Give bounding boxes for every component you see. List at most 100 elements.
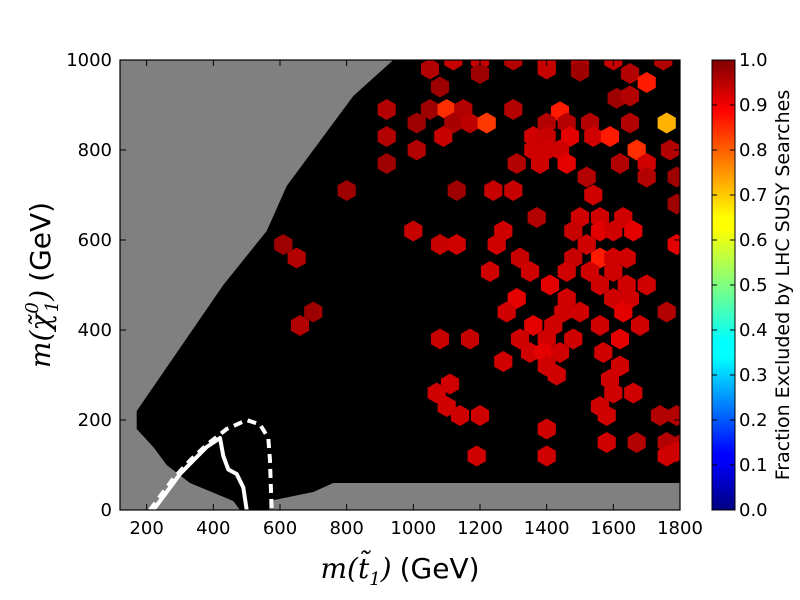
colorbar-tick-label: 0.4 bbox=[739, 320, 768, 341]
plot-content bbox=[136, 60, 680, 510]
hex-cell bbox=[497, 301, 516, 323]
hex-cell bbox=[620, 112, 640, 134]
hex-cell bbox=[610, 328, 630, 350]
hex-cell bbox=[654, 60, 673, 71]
hex-cell bbox=[610, 153, 630, 174]
y-tick-label: 600 bbox=[78, 230, 112, 251]
x-tick-label: 200 bbox=[129, 518, 163, 539]
colorbar-label: Fraction Excluded by LHC SUSY Searches bbox=[772, 90, 794, 480]
hex-cell bbox=[537, 60, 556, 80]
hex-cell bbox=[494, 351, 513, 372]
hex-cell bbox=[430, 328, 450, 350]
hex-cell bbox=[580, 261, 600, 282]
colorbar-tick-label: 0.8 bbox=[739, 140, 768, 161]
x-ticks: 200 400 600 800 1000 1200 1400 1600 1800 bbox=[129, 60, 703, 539]
hex-cell bbox=[487, 234, 506, 255]
hex-cell bbox=[537, 126, 556, 147]
hex-cell bbox=[554, 301, 573, 323]
y-tick-label: 400 bbox=[78, 320, 112, 341]
filled-region bbox=[136, 60, 680, 510]
hex-cell bbox=[570, 60, 590, 82]
hex-cell bbox=[667, 441, 680, 462]
hex-cell bbox=[637, 153, 656, 174]
x-tick-label: 1200 bbox=[457, 518, 503, 539]
colorbar-tick-label: 0.3 bbox=[739, 365, 768, 386]
colorbar-tick-label: 0.9 bbox=[739, 95, 768, 116]
hex-cell bbox=[590, 274, 610, 296]
hex-cell bbox=[557, 261, 576, 282]
x-tick-label: 1400 bbox=[524, 518, 570, 539]
axes-frame bbox=[119, 59, 681, 511]
colorbar-tick-label: 0.0 bbox=[739, 500, 768, 521]
hex-cell bbox=[597, 432, 616, 453]
colorbar-tick-label: 0.2 bbox=[739, 410, 768, 431]
hex-cell bbox=[377, 126, 396, 147]
hex-cell bbox=[597, 405, 616, 426]
hex-cell bbox=[614, 207, 633, 228]
y-tick-label: 800 bbox=[78, 140, 112, 161]
hex-cell bbox=[434, 126, 453, 147]
hex-cell bbox=[660, 139, 680, 161]
hex-cell bbox=[577, 166, 596, 188]
hex-cell bbox=[584, 184, 603, 206]
hex-cell bbox=[667, 193, 680, 215]
dashed-contour bbox=[148, 418, 274, 510]
hex-cell bbox=[537, 112, 556, 134]
x-tick-label: 1000 bbox=[390, 518, 436, 539]
hex-cell bbox=[667, 405, 680, 426]
hex-cell bbox=[407, 139, 426, 161]
x-tick-label: 600 bbox=[263, 518, 297, 539]
hex-cell bbox=[624, 220, 643, 242]
hex-cell bbox=[510, 328, 530, 350]
hex-cell bbox=[504, 99, 523, 120]
hex-cell bbox=[627, 139, 646, 161]
hex-cell bbox=[604, 220, 623, 242]
hex-cell bbox=[520, 261, 540, 282]
hex-cell bbox=[620, 63, 640, 84]
hex-cell bbox=[624, 382, 643, 404]
hex-cell bbox=[657, 301, 676, 323]
hex-cell bbox=[404, 220, 423, 242]
y-tick-label: 200 bbox=[78, 410, 112, 431]
hex-cell bbox=[507, 153, 526, 174]
hex-cell bbox=[484, 180, 503, 201]
hex-cell bbox=[604, 288, 623, 309]
hex-cell bbox=[407, 112, 426, 134]
x-axis-label: m(t̃1) (GeV) bbox=[320, 550, 479, 590]
hex-cell bbox=[460, 328, 480, 350]
hex-cell bbox=[550, 342, 570, 363]
hex-cell bbox=[667, 234, 680, 255]
hex-cell bbox=[594, 342, 613, 363]
hex-cell bbox=[547, 364, 566, 386]
hex-cell bbox=[450, 405, 470, 426]
hex-cell bbox=[540, 274, 560, 296]
y-ticks: 0 200 400 600 800 1000 bbox=[66, 50, 680, 521]
colorbar-tick-label: 0.1 bbox=[739, 455, 768, 476]
hex-cell bbox=[504, 60, 523, 71]
hex-cell bbox=[524, 315, 543, 336]
hex-cell bbox=[467, 445, 486, 467]
hex-cell bbox=[420, 60, 440, 80]
hex-cell bbox=[430, 234, 450, 255]
hex-cell bbox=[537, 418, 556, 440]
hex-cell bbox=[420, 99, 440, 120]
hex-cell bbox=[377, 99, 396, 120]
hex-cell bbox=[447, 180, 466, 201]
colorbar-tick-label: 0.7 bbox=[739, 185, 768, 206]
hex-cell bbox=[510, 247, 530, 269]
hex-cell bbox=[557, 153, 576, 174]
hex-cell bbox=[427, 382, 446, 404]
y-tick-label: 0 bbox=[101, 500, 112, 521]
colorbar-tick-label: 0.5 bbox=[739, 275, 768, 296]
hex-cell bbox=[627, 432, 646, 453]
hex-cell bbox=[337, 180, 356, 201]
hex-cell bbox=[584, 126, 603, 147]
hex-cell bbox=[470, 405, 490, 426]
x-tick-label: 800 bbox=[329, 518, 363, 539]
hex-cell bbox=[667, 166, 680, 188]
x-tick-label: 400 bbox=[196, 518, 230, 539]
hex-cell bbox=[304, 301, 323, 323]
hex-cell bbox=[537, 445, 556, 467]
hex-cell bbox=[290, 315, 310, 336]
